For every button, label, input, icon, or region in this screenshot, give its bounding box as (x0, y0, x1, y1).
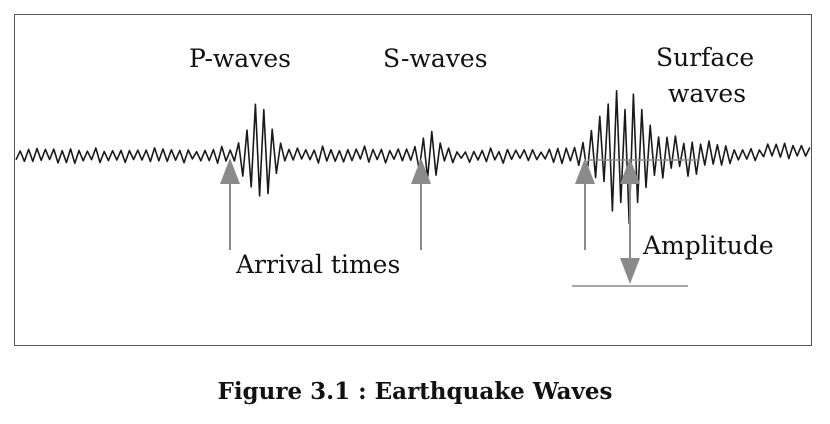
surface-waves-label-line2: waves (668, 79, 747, 108)
figure-frame (14, 14, 812, 346)
p-waves-label: P-waves (189, 44, 291, 73)
surface-waves-label-line1: Surface (656, 43, 755, 72)
s-waves-label: S-waves (383, 44, 488, 73)
s-wave-arrival-arrow (411, 158, 431, 250)
p-wave-arrival-arrow (220, 158, 240, 250)
amplitude-arrow (620, 158, 640, 284)
amplitude-label: Amplitude (643, 231, 774, 260)
seismic-wave-trace (15, 90, 811, 225)
arrival-times-label: Arrival times (236, 250, 401, 279)
surface-wave-arrival-arrow (575, 158, 595, 250)
figure-caption: Figure 3.1 : Earthquake Waves (217, 378, 613, 405)
